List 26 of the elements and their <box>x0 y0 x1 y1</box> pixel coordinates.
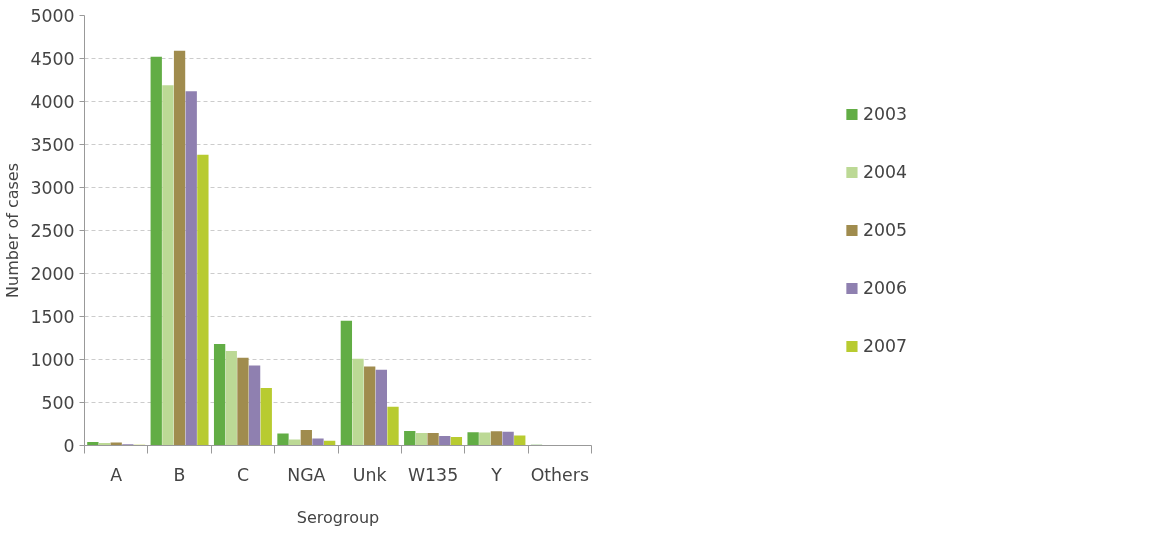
x-tick-label: W135 <box>407 464 459 485</box>
y-tick-label: 3500 <box>30 135 75 155</box>
x-tick-label: NGA <box>287 464 326 485</box>
x-tick-label: B <box>173 464 186 485</box>
y-axis-title: Number of cases <box>3 163 23 298</box>
y-tick-label: 3000 <box>30 178 75 198</box>
x-axis-title: Serogroup <box>296 507 380 527</box>
y-tick-label: 1500 <box>30 307 75 327</box>
x-tick-label: Y <box>490 464 503 485</box>
y-tick-label: 2000 <box>30 264 75 284</box>
x-tick-label: Unk <box>352 464 387 485</box>
y-tick-label: 2500 <box>30 221 75 241</box>
x-tick-label: Others <box>530 464 589 485</box>
legend-label: 2006 <box>862 278 908 298</box>
y-tick-label: 500 <box>41 393 75 413</box>
y-tick-label: 0 <box>63 436 75 456</box>
y-tick-label: 4000 <box>30 92 75 112</box>
x-tick-label: C <box>236 464 249 485</box>
legend-label: 2005 <box>862 220 908 240</box>
y-tick-label: 5000 <box>30 6 75 26</box>
x-tick-label: A <box>110 464 123 485</box>
y-tick-label: 4500 <box>30 49 75 69</box>
legend-label: 2003 <box>862 104 908 124</box>
y-tick-label: 1000 <box>30 350 75 370</box>
legend-label: 2007 <box>862 336 908 356</box>
legend-label: 2004 <box>862 162 908 182</box>
